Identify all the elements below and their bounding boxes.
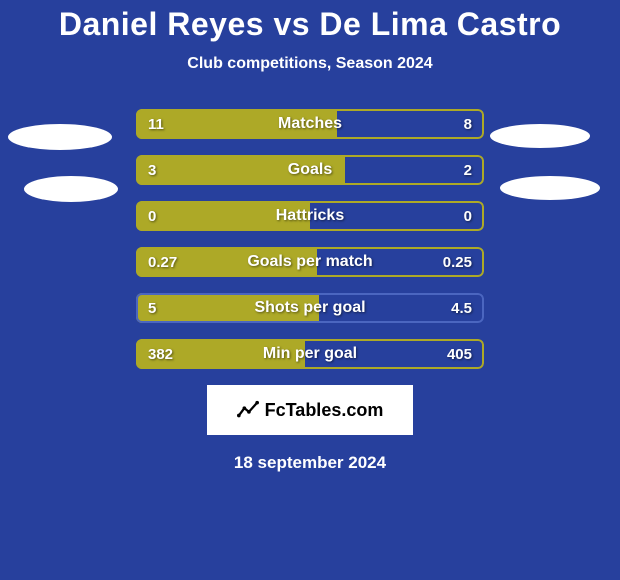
logo-box: FcTables.com: [207, 385, 413, 435]
stats-container: Matches11 8 Goals3 2 Hattricks0 0 Goals per ma…: [136, 109, 484, 369]
stat-value-left: 382: [148, 339, 173, 369]
stat-value-right: 4.5: [451, 293, 472, 323]
player2-name: De Lima Castro: [319, 6, 561, 42]
stat-value-left: 0.27: [148, 247, 177, 277]
player1-photo-placeholder-2: [24, 176, 118, 202]
stat-value-right: 2: [464, 155, 472, 185]
stat-row: Hattricks0 0: [136, 201, 484, 231]
player2-photo-placeholder-1: [490, 124, 590, 148]
player1-photo-placeholder-1: [8, 124, 112, 150]
stat-value-left: 11: [148, 109, 164, 139]
stat-value-right: 0.25: [443, 247, 472, 277]
stat-row: Goals per match0.27 0.25: [136, 247, 484, 277]
vs-text: vs: [273, 6, 310, 42]
stat-value-left: 5: [148, 293, 156, 323]
stat-label: Shots per goal: [136, 293, 484, 323]
player1-name: Daniel Reyes: [59, 6, 264, 42]
stat-row: Shots per goal5 4.5: [136, 293, 484, 323]
stat-row: Goals3 2: [136, 155, 484, 185]
stat-value-right: 405: [447, 339, 472, 369]
stat-label: Goals: [136, 155, 484, 185]
stat-label: Matches: [136, 109, 484, 139]
date-text: 18 september 2024: [0, 453, 620, 473]
stat-value-left: 3: [148, 155, 156, 185]
stat-value-left: 0: [148, 201, 156, 231]
stat-label: Hattricks: [136, 201, 484, 231]
stat-row: Min per goal382 405: [136, 339, 484, 369]
subtitle: Club competitions, Season 2024: [0, 55, 620, 73]
stat-row: Matches11 8: [136, 109, 484, 139]
stat-label: Goals per match: [136, 247, 484, 277]
logo-text: FcTables.com: [265, 400, 384, 421]
stat-value-right: 8: [464, 109, 472, 139]
page-title: Daniel Reyes vs De Lima Castro: [0, 0, 620, 43]
chart-icon: [237, 399, 259, 421]
stat-value-right: 0: [464, 201, 472, 231]
player2-photo-placeholder-2: [500, 176, 600, 200]
stat-label: Min per goal: [136, 339, 484, 369]
